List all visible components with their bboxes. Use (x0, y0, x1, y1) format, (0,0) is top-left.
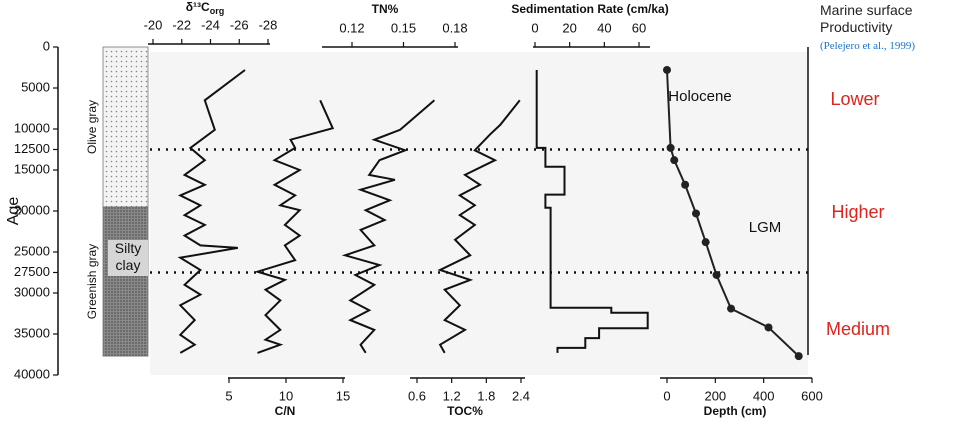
lithology-label: Greenish gray (85, 244, 99, 319)
panel-title-main: Sedimentation Rate (cm/ka) (511, 2, 668, 16)
panel-title: δ¹³Corg (186, 0, 224, 16)
annotation: Lower (830, 89, 879, 109)
x-tick-label: 1.2 (443, 388, 461, 403)
annotation: LGM (749, 219, 782, 236)
x-tick-label: -24 (201, 17, 220, 32)
series-marker (663, 65, 671, 74)
y-tick-label: 10000 (14, 120, 50, 135)
panel-title-main: TOC% (447, 404, 483, 418)
y-tick-label: 30000 (14, 284, 50, 299)
series-marker (794, 352, 803, 361)
x-tick-label: 0.6 (408, 388, 426, 403)
x-tick-label: -20 (144, 17, 163, 32)
y-axis-label: Age (5, 197, 22, 226)
x-tick-label: -28 (259, 17, 278, 32)
panel-title: Sedimentation Rate (cm/ka) (511, 2, 668, 16)
series-marker (701, 238, 710, 247)
right-title: Marine surface Productivity (820, 2, 913, 35)
series-marker (727, 304, 736, 313)
x-tick-label: 0.18 (442, 20, 467, 35)
x-tick-label: 40 (597, 20, 611, 35)
citation: (Pelejero et al., 1999) (820, 40, 915, 52)
series-marker (692, 209, 700, 218)
series-line (666, 69, 800, 357)
x-tick-label: 200 (704, 388, 726, 403)
lithology-unit (102, 46, 149, 208)
series-line (437, 99, 521, 354)
x-tick-label: -22 (172, 17, 191, 32)
panel-title-main: TN% (372, 2, 399, 16)
y-tick-label: 27500 (14, 264, 50, 279)
series-marker (670, 156, 679, 165)
lithology-label: Olive gray (85, 100, 99, 154)
series-marker (666, 143, 675, 152)
x-tick-label: 0 (531, 20, 538, 35)
series-line (535, 70, 649, 353)
series-line (254, 99, 335, 354)
y-tick-label: 35000 (14, 325, 50, 340)
x-tick-label: -26 (230, 17, 249, 32)
series-line (341, 99, 436, 354)
y-tick-label: 0 (43, 38, 50, 53)
x-tick-label: 400 (753, 388, 775, 403)
lithology-note: Silty clay (108, 240, 148, 276)
x-tick-label: 0.12 (339, 20, 364, 35)
series-marker (764, 323, 773, 332)
panel-title-sub: org (210, 6, 225, 16)
panel-title: C/N (275, 404, 296, 418)
panel-title: Depth (cm) (704, 404, 767, 418)
series-marker (681, 180, 690, 189)
plot: 0500010000125001500020000250002750030000… (5, 0, 890, 418)
panel-title: TOC% (447, 404, 483, 418)
x-tick-label: 2.4 (512, 388, 530, 403)
y-tick-label: 40000 (14, 366, 50, 381)
y-tick-label: 12500 (14, 141, 50, 156)
y-tick-label: 15000 (14, 161, 50, 176)
x-tick-label: 10 (279, 388, 293, 403)
y-tick-label: 20000 (14, 202, 50, 217)
annotation: Holocene (668, 88, 731, 105)
series-marker (712, 270, 721, 279)
y-tick-label: 25000 (14, 243, 50, 258)
panel-title: TN% (372, 2, 399, 16)
annotation: Higher (831, 202, 884, 222)
panel-title-main: Depth (cm) (704, 404, 767, 418)
panel-title-main: δ¹³C (186, 0, 210, 14)
x-tick-label: 20 (562, 20, 576, 35)
series-line (177, 69, 246, 354)
lithology-unit (102, 206, 149, 357)
x-tick-label: 0.15 (391, 20, 416, 35)
x-tick-label: 15 (336, 388, 350, 403)
x-tick-label: 0 (663, 388, 670, 403)
panel-title-main: C/N (275, 404, 296, 418)
annotation: Medium (826, 319, 890, 339)
x-tick-label: 600 (801, 388, 823, 403)
y-tick-label: 5000 (21, 79, 50, 94)
x-tick-label: 5 (225, 388, 232, 403)
x-tick-label: 1.8 (477, 388, 495, 403)
x-tick-label: 60 (632, 20, 646, 35)
